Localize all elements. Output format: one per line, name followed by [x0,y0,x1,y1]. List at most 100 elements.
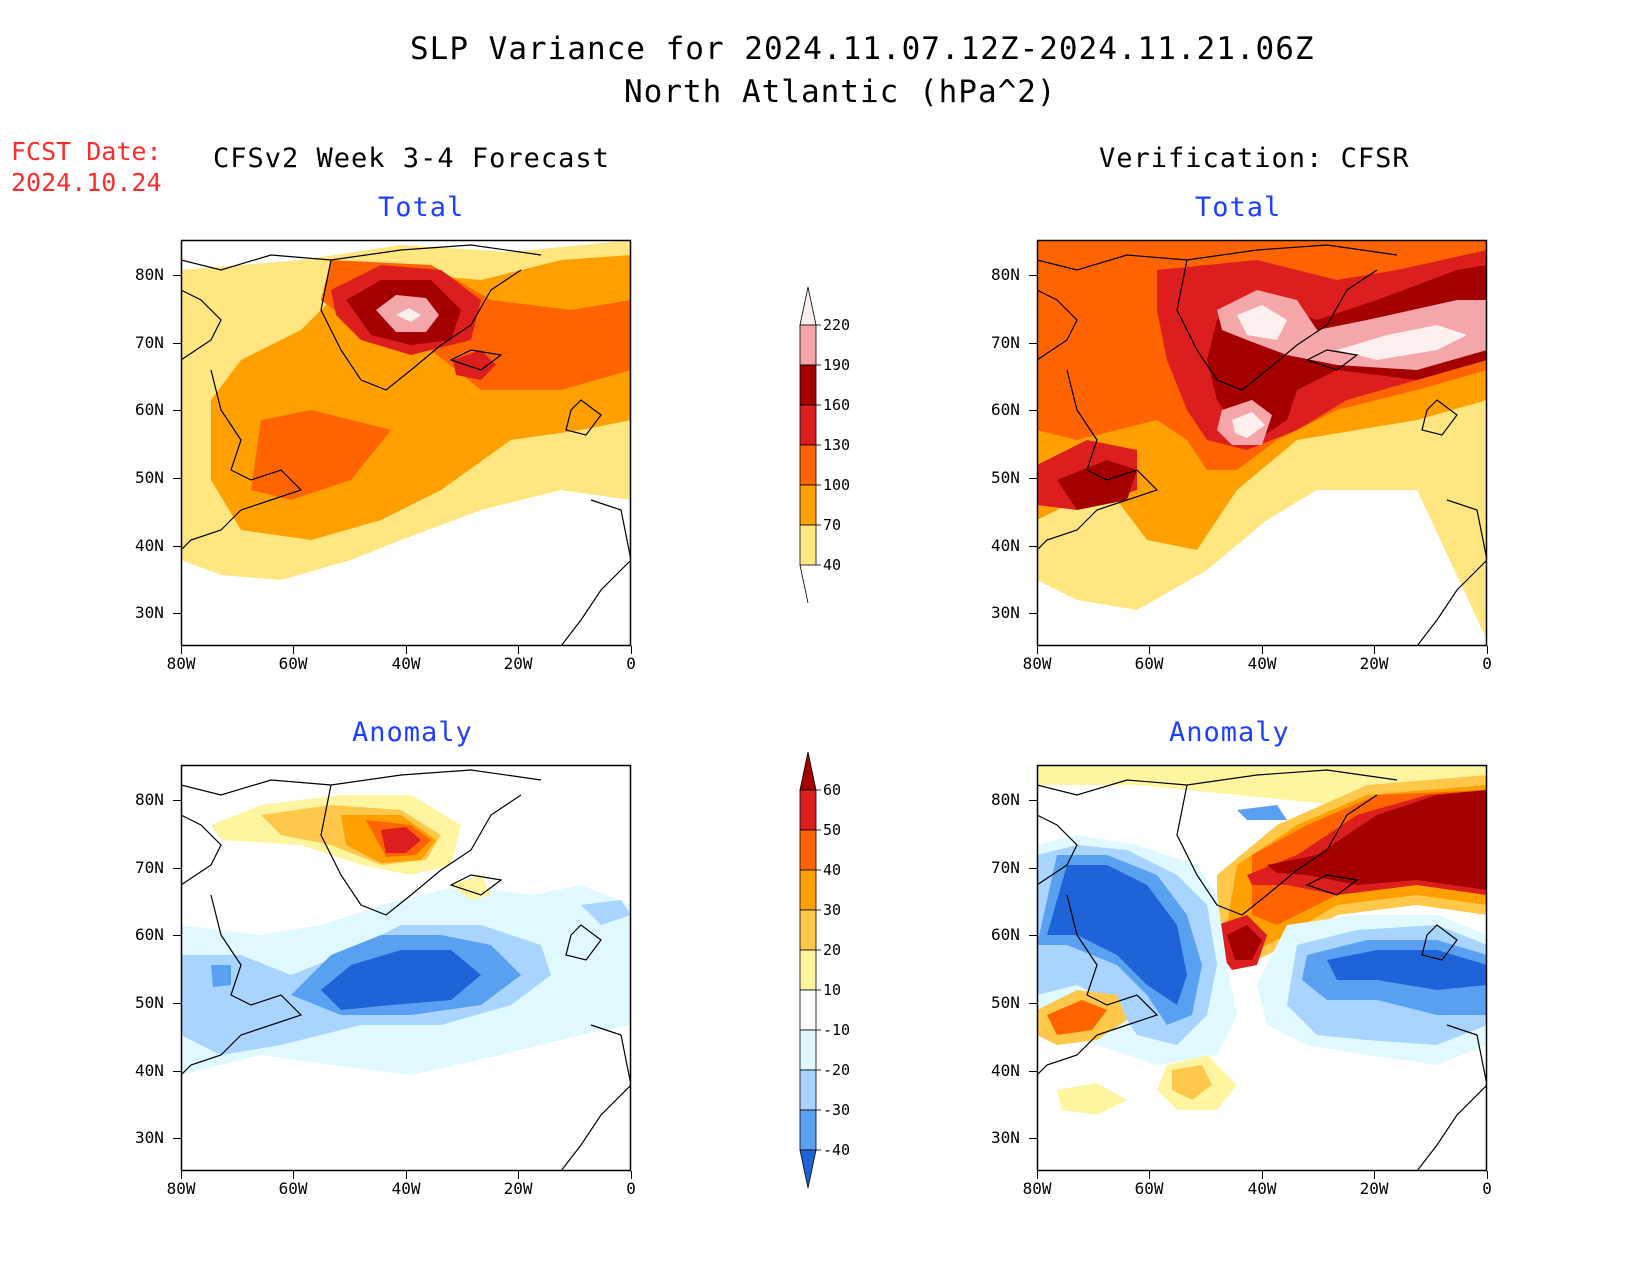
colorbar-total-level-label: 160 [823,396,850,414]
lat-tick-mark [1029,1071,1037,1072]
colorbar-anomaly-swatch [799,949,817,991]
colorbar-total-swatch [799,484,817,526]
colorbar-total-top-arrow [799,286,817,326]
colorbar-anomaly-level-label: -20 [823,1061,850,1079]
panel-title-verify-total: Total [1195,192,1282,223]
lat-tick-label-forecast-total: 50N [135,468,164,487]
colorbar-total-level-label: 100 [823,476,850,494]
colorbar-anomaly-swatch [799,789,817,831]
lat-tick-label-verify-anomaly: 80N [991,790,1020,809]
lon-tick-mark [1487,646,1488,654]
colorbar-anomaly-level-label: -40 [823,1141,850,1159]
colorbar-total-level-label: 190 [823,356,850,374]
lon-tick-mark [293,1171,294,1179]
colorbar-anomaly-level-label: 10 [823,981,841,999]
colorbar-total-level-label: 220 [823,316,850,334]
lon-tick-label-verify-anomaly: 40W [1247,1179,1277,1198]
lat-tick-mark [1029,1138,1037,1139]
fcst-date-label: FCST Date: [11,137,162,166]
colorbar-total-level-label: 70 [823,516,841,534]
lon-tick-label-forecast-total: 20W [503,654,533,673]
lat-tick-label-forecast-anomaly: 50N [135,993,164,1012]
lat-tick-mark [1029,613,1037,614]
coastline [181,244,631,646]
colorbar-anomaly-level-label: 40 [823,861,841,879]
lat-tick-label-forecast-anomaly: 30N [135,1128,164,1147]
lon-tick-label-forecast-anomaly: 60W [278,1179,308,1198]
colorbar-total-swatch [799,364,817,406]
lon-tick-mark [631,646,632,654]
lat-tick-label-forecast-total: 40N [135,536,164,555]
map-verify-anomaly [1036,764,1488,1172]
colorbar-total-level-label: 130 [823,436,850,454]
column-heading-verification: Verification: CFSR [1099,143,1410,174]
panel-title-forecast-total: Total [378,192,465,223]
colorbar-anomaly-level-label: -30 [823,1101,850,1119]
lon-tick-mark [181,646,182,654]
chart-title-line1: SLP Variance for 2024.11.07.12Z-2024.11.… [410,31,1315,67]
colorbar-anomaly-swatch [799,989,817,1031]
lat-tick-mark [173,343,181,344]
lat-tick-mark [173,935,181,936]
panel-title-verify-anomaly: Anomaly [1169,717,1290,748]
lon-tick-label-forecast-total: 0 [626,654,636,673]
colorbar-total-swatch [799,404,817,446]
lat-tick-mark [1029,800,1037,801]
lat-tick-mark [173,275,181,276]
lon-tick-mark [1262,646,1263,654]
lon-tick-label-verify-total: 40W [1247,654,1277,673]
lon-tick-mark [1374,646,1375,654]
lon-tick-label-forecast-anomaly: 20W [503,1179,533,1198]
colorbar-anomaly: 60 50 40 30 20 10 -10 -20 -30 -40 [799,751,850,1189]
contour-130b [453,350,496,380]
panel-title-forecast-anomaly: Anomaly [352,717,473,748]
lat-tick-label-verify-total: 50N [991,468,1020,487]
lat-tick-mark [1029,410,1037,411]
lat-tick-label-forecast-total: 30N [135,603,164,622]
lon-tick-mark [1374,1171,1375,1179]
lon-tick-mark [293,646,294,654]
lat-tick-mark [173,613,181,614]
lat-tick-label-verify-anomaly: 50N [991,993,1020,1012]
map-verify-total [1036,239,1488,647]
lon-tick-label-verify-anomaly: 20W [1359,1179,1389,1198]
lat-tick-mark [1029,478,1037,479]
lon-tick-label-verify-total: 0 [1482,654,1492,673]
lat-tick-label-forecast-total: 70N [135,333,164,352]
lon-tick-mark [1487,1171,1488,1179]
chart-title-line2: North Atlantic (hPa^2) [624,74,1057,110]
lon-tick-label-forecast-total: 80W [166,654,196,673]
lat-tick-label-verify-total: 70N [991,333,1020,352]
lat-tick-label-verify-anomaly: 60N [991,925,1020,944]
lon-tick-label-verify-total: 80W [1022,654,1052,673]
colorbar-total-swatch [799,524,817,566]
lat-tick-label-verify-total: 40N [991,536,1020,555]
lat-tick-label-verify-total: 60N [991,400,1020,419]
lat-tick-mark [1029,275,1037,276]
lat-tick-mark [1029,935,1037,936]
map-forecast-total [180,239,632,647]
colorbar-anomaly-swatch [799,909,817,951]
lat-tick-mark [173,1003,181,1004]
lon-tick-mark [406,1171,407,1179]
lat-tick-mark [173,1138,181,1139]
colorbar-total-level-label: 40 [823,556,841,574]
lon-tick-mark [518,646,519,654]
column-heading-forecast: CFSv2 Week 3-4 Forecast [213,143,610,174]
colorbar-total: 220 190 160 130 100 70 40 [799,286,850,604]
lon-tick-mark [1037,1171,1038,1179]
lat-tick-mark [1029,1003,1037,1004]
lat-tick-mark [1029,343,1037,344]
lon-tick-label-forecast-total: 40W [391,654,421,673]
lat-tick-label-forecast-anomaly: 60N [135,925,164,944]
fcst-date-value: 2024.10.24 [11,168,162,197]
colorbar-anomaly-bottom-arrow [799,1149,817,1189]
colorbar-anomaly-swatch [799,1029,817,1071]
lon-tick-mark [631,1171,632,1179]
lon-tick-label-forecast-total: 60W [278,654,308,673]
colorbar-anomaly-level-label: -10 [823,1021,850,1039]
lat-tick-label-forecast-anomaly: 70N [135,858,164,877]
lat-tick-label-verify-total: 80N [991,265,1020,284]
colorbar-anomaly-level-label: 50 [823,821,841,839]
colorbar-anomaly-swatch [799,1109,817,1151]
